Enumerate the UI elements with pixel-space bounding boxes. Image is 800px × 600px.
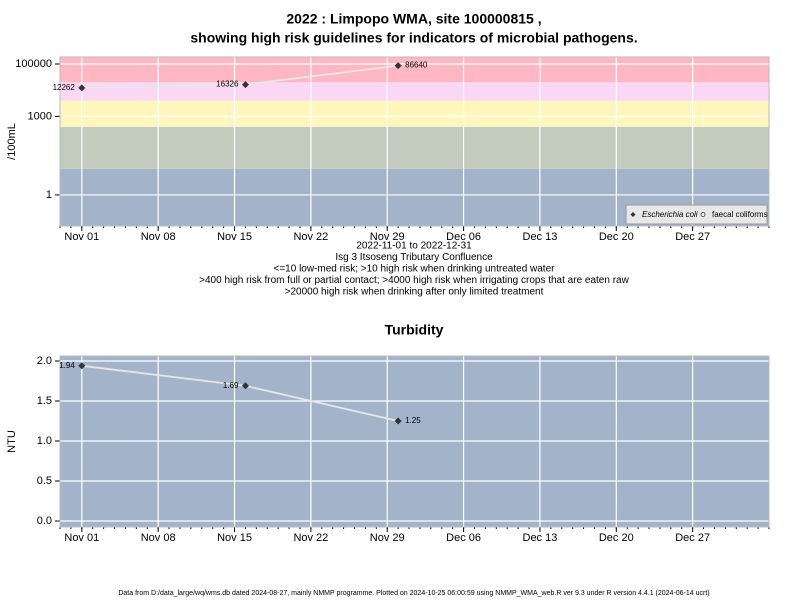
data-point (78, 84, 86, 92)
risk-band (60, 57, 769, 83)
x-tick-label: Dec 06 (446, 231, 481, 243)
legend-marker (630, 212, 636, 217)
data-label: 16326 (216, 80, 239, 89)
x-tick-label: Nov 29 (370, 532, 405, 544)
x-tick-label: Nov 15 (217, 532, 252, 544)
note: Isg 3 Itsoseng Tributary Confluence (335, 252, 493, 263)
data-label: 1.94 (59, 361, 75, 370)
data-label: 1.69 (223, 381, 239, 390)
x-tick-label: Nov 22 (293, 532, 328, 544)
risk-band (60, 100, 769, 127)
data-label: 1.25 (405, 416, 421, 425)
x-tick-label: Nov 01 (64, 532, 99, 544)
risk-band (60, 82, 769, 101)
note: <=10 low-med risk; >10 high risk when dr… (274, 264, 556, 275)
y-axis-label: NTU (6, 430, 18, 453)
y-tick-label: 100000 (15, 58, 52, 70)
x-tick-label: Nov 08 (141, 532, 176, 544)
x-tick-label: Dec 27 (675, 532, 710, 544)
x-tick-label: Dec 20 (599, 231, 634, 243)
y-tick-label: 0.5 (37, 475, 52, 487)
chart-title: 2022 : Limpopo WMA, site 100000815 , (286, 11, 541, 27)
data-point (241, 382, 249, 390)
legend-label: faecal coliforms (712, 210, 768, 219)
y-tick-label: 1.5 (37, 395, 52, 407)
note: 2022-11-01 to 2022-12-31 (356, 241, 472, 252)
x-tick-label: Nov 08 (141, 231, 176, 243)
y-tick-label: 2.0 (37, 355, 52, 367)
x-tick-label: Nov 29 (370, 231, 405, 243)
plot-frame (59, 56, 770, 227)
legend-marker (700, 212, 706, 217)
x-tick-label: Dec 13 (523, 231, 558, 243)
x-tick-label: Dec 06 (446, 532, 481, 544)
footer: Data from D:/data_large/wq/wms.db dated … (118, 590, 709, 597)
legend-label: Escherichia coli (642, 210, 698, 219)
risk-band (60, 126, 769, 169)
legend: Escherichia coli faecal coliforms (625, 204, 768, 225)
x-tick-label: Dec 27 (675, 231, 710, 243)
plot-frame (59, 355, 770, 528)
data-label: 12262 (53, 83, 76, 92)
data-point (394, 62, 402, 70)
y-tick-label: 0.0 (37, 515, 52, 527)
chart-subtitle: showing high risk guidelines for indicat… (190, 30, 637, 46)
note: >400 high risk from full or partial cont… (199, 275, 629, 286)
x-tick-label: Nov 01 (64, 231, 99, 243)
legend-box (625, 204, 768, 225)
data-label: 86640 (405, 61, 428, 70)
x-tick-label: Nov 22 (293, 231, 328, 243)
y-tick-label: 1.0 (37, 435, 52, 447)
x-tick-label: Nov 15 (217, 231, 252, 243)
y-axis-label: /100mL (6, 123, 18, 160)
y-tick-label: 1000 (28, 110, 52, 122)
y-tick-label: 1 (46, 189, 52, 201)
data-point (394, 417, 402, 425)
x-tick-label: Dec 13 (523, 532, 558, 544)
data-point (241, 81, 249, 89)
note: >20000 high risk when drinking after onl… (285, 287, 544, 298)
data-point (78, 362, 86, 370)
x-tick-label: Dec 20 (599, 532, 634, 544)
chart-title: Turbidity (385, 322, 444, 338)
